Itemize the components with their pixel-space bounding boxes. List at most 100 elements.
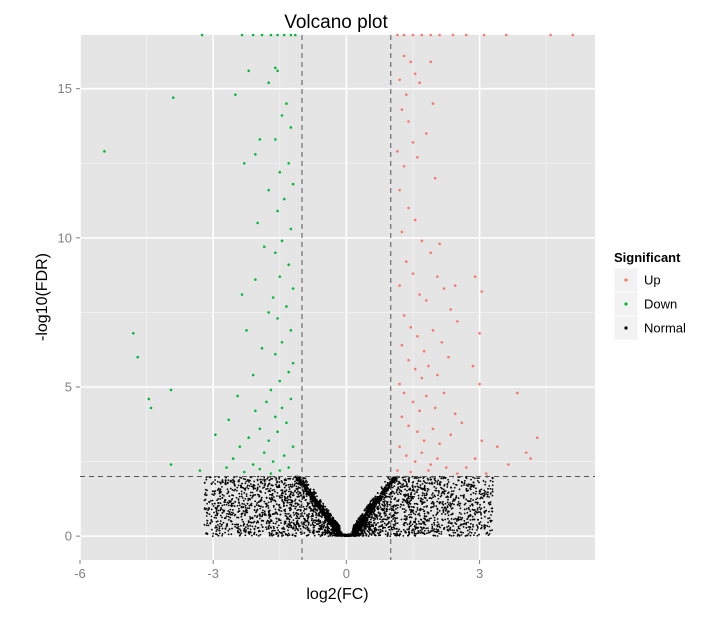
- normal-point: [318, 511, 321, 514]
- down-point: [285, 421, 288, 425]
- normal-point: [326, 519, 328, 521]
- normal-point: [372, 530, 375, 533]
- normal-point: [364, 512, 367, 515]
- normal-point: [245, 495, 248, 498]
- normal-point: [268, 524, 271, 527]
- normal-point: [437, 494, 439, 497]
- normal-point: [384, 480, 386, 483]
- normal-point: [368, 522, 371, 525]
- normal-point: [221, 508, 224, 511]
- normal-point: [411, 523, 414, 526]
- normal-point: [428, 519, 430, 522]
- normal-point: [486, 493, 489, 496]
- normal-point: [452, 531, 455, 534]
- normal-point: [472, 481, 475, 484]
- normal-point: [283, 505, 285, 508]
- normal-point: [459, 518, 461, 521]
- normal-point: [307, 529, 310, 532]
- normal-point: [444, 518, 447, 521]
- up-point: [424, 394, 428, 398]
- down-point: [287, 263, 290, 266]
- down-point: [289, 33, 293, 37]
- up-point: [396, 150, 399, 153]
- up-point: [436, 275, 439, 278]
- up-point: [436, 457, 439, 460]
- normal-point: [386, 501, 389, 503]
- normal-point: [412, 512, 415, 515]
- normal-point: [413, 495, 415, 498]
- normal-point: [416, 491, 419, 494]
- normal-point: [216, 499, 219, 502]
- threshold-lines: [80, 35, 595, 560]
- normal-point: [260, 505, 262, 508]
- normal-point: [369, 518, 372, 521]
- normal-point: [268, 482, 271, 485]
- normal-point: [419, 529, 422, 532]
- normal-point: [287, 495, 289, 498]
- normal-point: [375, 515, 378, 518]
- normal-point: [471, 518, 474, 521]
- normal-point: [288, 509, 291, 512]
- normal-point: [226, 492, 229, 495]
- normal-point: [406, 534, 409, 537]
- normal-point: [290, 525, 293, 528]
- normal-point: [411, 510, 414, 513]
- normal-point: [410, 499, 413, 502]
- normal-point: [219, 520, 222, 523]
- normal-point: [485, 492, 488, 495]
- normal-point: [286, 533, 289, 536]
- series-up-points: [396, 33, 575, 475]
- normal-point: [422, 508, 424, 511]
- normal-point: [379, 530, 382, 533]
- normal-point: [382, 526, 385, 529]
- normal-point: [267, 507, 270, 509]
- normal-point: [466, 511, 469, 514]
- normal-point: [471, 515, 474, 518]
- normal-point: [461, 516, 464, 519]
- normal-point: [466, 490, 468, 493]
- normal-point: [416, 482, 419, 485]
- normal-point: [321, 532, 324, 535]
- normal-point: [456, 535, 459, 537]
- normal-point: [271, 484, 273, 487]
- normal-point: [275, 479, 278, 481]
- normal-point: [291, 534, 294, 537]
- normal-point: [431, 481, 433, 484]
- normal-point: [206, 502, 209, 505]
- normal-point: [297, 513, 300, 516]
- normal-point: [366, 516, 369, 519]
- normal-point: [296, 519, 299, 522]
- normal-point: [394, 519, 397, 521]
- normal-point: [377, 532, 380, 535]
- x-tick-label: 0: [343, 566, 350, 581]
- normal-point: [315, 520, 318, 522]
- normal-point: [446, 495, 449, 498]
- normal-point: [305, 508, 308, 510]
- normal-point: [475, 511, 478, 514]
- normal-point: [327, 520, 330, 523]
- normal-point: [268, 497, 271, 500]
- normal-point: [394, 481, 396, 484]
- normal-point: [275, 517, 278, 520]
- normal-point: [474, 501, 477, 504]
- up-point: [422, 349, 426, 353]
- normal-point: [273, 529, 276, 532]
- normal-point: [467, 515, 470, 518]
- down-point: [240, 293, 244, 296]
- normal-point: [221, 496, 224, 499]
- normal-point: [288, 518, 291, 521]
- normal-point: [423, 512, 426, 515]
- normal-point: [391, 528, 394, 531]
- normal-point: [420, 527, 423, 529]
- normal-point: [447, 491, 450, 494]
- normal-point: [272, 513, 275, 515]
- normal-point: [397, 483, 399, 485]
- normal-point: [373, 508, 375, 510]
- normal-point: [311, 531, 314, 534]
- normal-point: [463, 494, 465, 496]
- up-point: [516, 391, 519, 395]
- normal-point: [387, 521, 390, 523]
- normal-point: [408, 533, 411, 536]
- normal-point: [263, 486, 266, 489]
- normal-point: [467, 532, 470, 535]
